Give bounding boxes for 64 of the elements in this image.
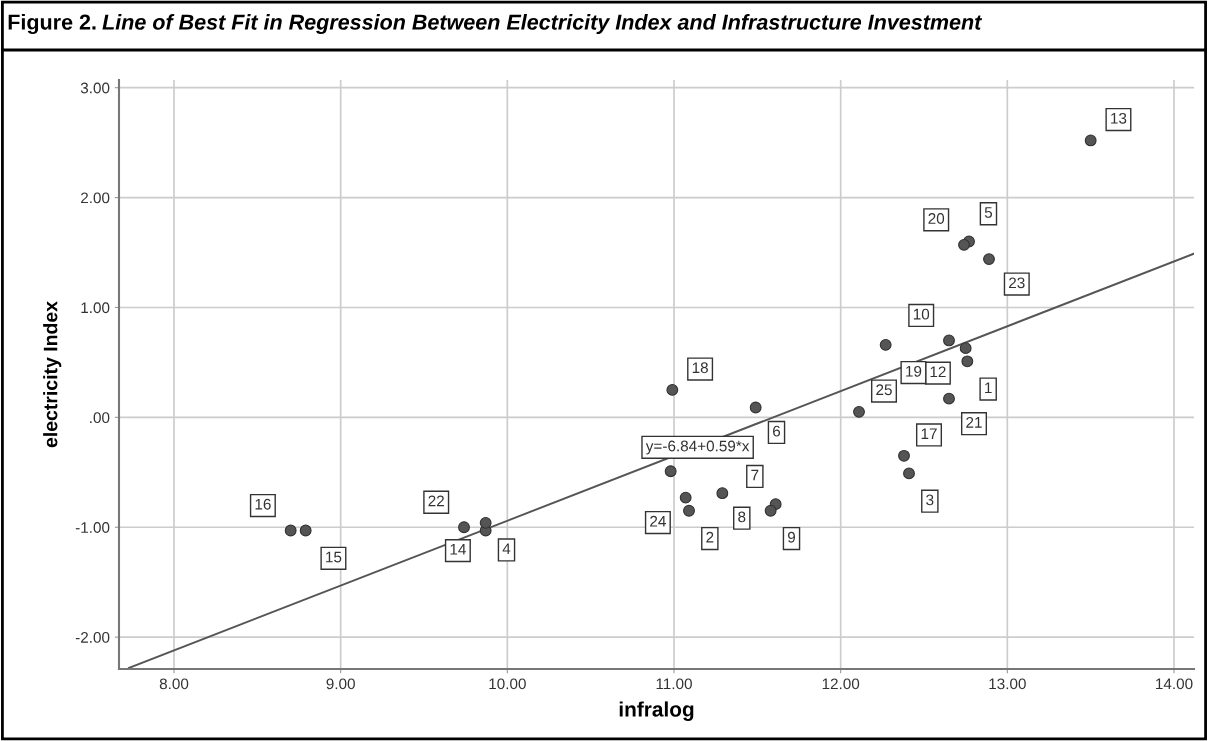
annotation: y=-6.84+0.59*x (645, 440, 750, 455)
y-tick-label: 3.00 (80, 82, 110, 94)
point (943, 392, 955, 405)
point (898, 449, 910, 462)
annotation: 24 (650, 515, 666, 527)
chart-subtitle: Line of Best Fit in Regression Between Electricity Index and Infrastructure Investment (102, 13, 983, 35)
point (716, 487, 729, 500)
annotation: 20 (928, 213, 945, 224)
chart-title: Figure 2. (8, 13, 96, 35)
x-tick-label: 10.00 (489, 678, 526, 690)
y-tick-label: -2.00 (75, 632, 110, 643)
point (879, 338, 892, 351)
point (749, 401, 762, 414)
annotation: 25 (876, 384, 892, 396)
annotation: 12 (930, 366, 946, 378)
annotation: 14 (450, 544, 466, 555)
point (943, 334, 955, 347)
point (284, 524, 297, 537)
annotation: 23 (1009, 277, 1025, 289)
point (458, 521, 470, 534)
point (958, 238, 970, 251)
annotation: 16 (255, 498, 271, 510)
point (479, 516, 492, 529)
x-tick-label: 14.00 (1156, 678, 1193, 690)
x-tick-label: 8.00 (159, 678, 189, 690)
point (664, 465, 677, 478)
point (683, 504, 695, 517)
point (764, 504, 777, 517)
point (903, 467, 915, 480)
annotation: 8 (738, 511, 746, 523)
point (961, 355, 974, 368)
annotation: 9 (787, 531, 796, 543)
y-tick-label: -1.00 (75, 522, 110, 533)
annotation: 18 (692, 362, 708, 374)
annotation: 15 (326, 551, 342, 563)
y-tick-label: .00 (90, 412, 110, 424)
annotation: 10 (913, 308, 930, 320)
point (959, 342, 972, 355)
point (983, 253, 995, 266)
annotation: 7 (751, 469, 759, 481)
annotation: 17 (921, 428, 937, 439)
annotation: 13 (1111, 112, 1127, 124)
annotation: 5 (984, 207, 993, 218)
x-tick-label: 12.00 (822, 678, 860, 690)
point (299, 524, 312, 537)
point (666, 383, 679, 396)
y-tick-label: 2.00 (81, 192, 110, 204)
point (1084, 134, 1097, 147)
x-tick-label: 11.00 (656, 678, 692, 690)
x-tick-label: 13.00 (989, 678, 1026, 690)
x-axis-title: infralog (619, 701, 694, 721)
annotation: 6 (773, 425, 781, 437)
annotation: 3 (926, 494, 934, 506)
point (679, 491, 692, 504)
annotation: 19 (906, 365, 922, 377)
annotation: 4 (502, 543, 511, 554)
annotation: 1 (985, 382, 992, 394)
x-tick-label: 9.00 (326, 678, 355, 690)
y-axis-title: electricity Index (43, 301, 62, 448)
annotation: 2 (706, 531, 714, 543)
point (853, 405, 865, 418)
y-tick-label: 1.00 (81, 302, 110, 314)
annotation: 21 (966, 416, 982, 428)
annotation: 22 (428, 495, 444, 507)
